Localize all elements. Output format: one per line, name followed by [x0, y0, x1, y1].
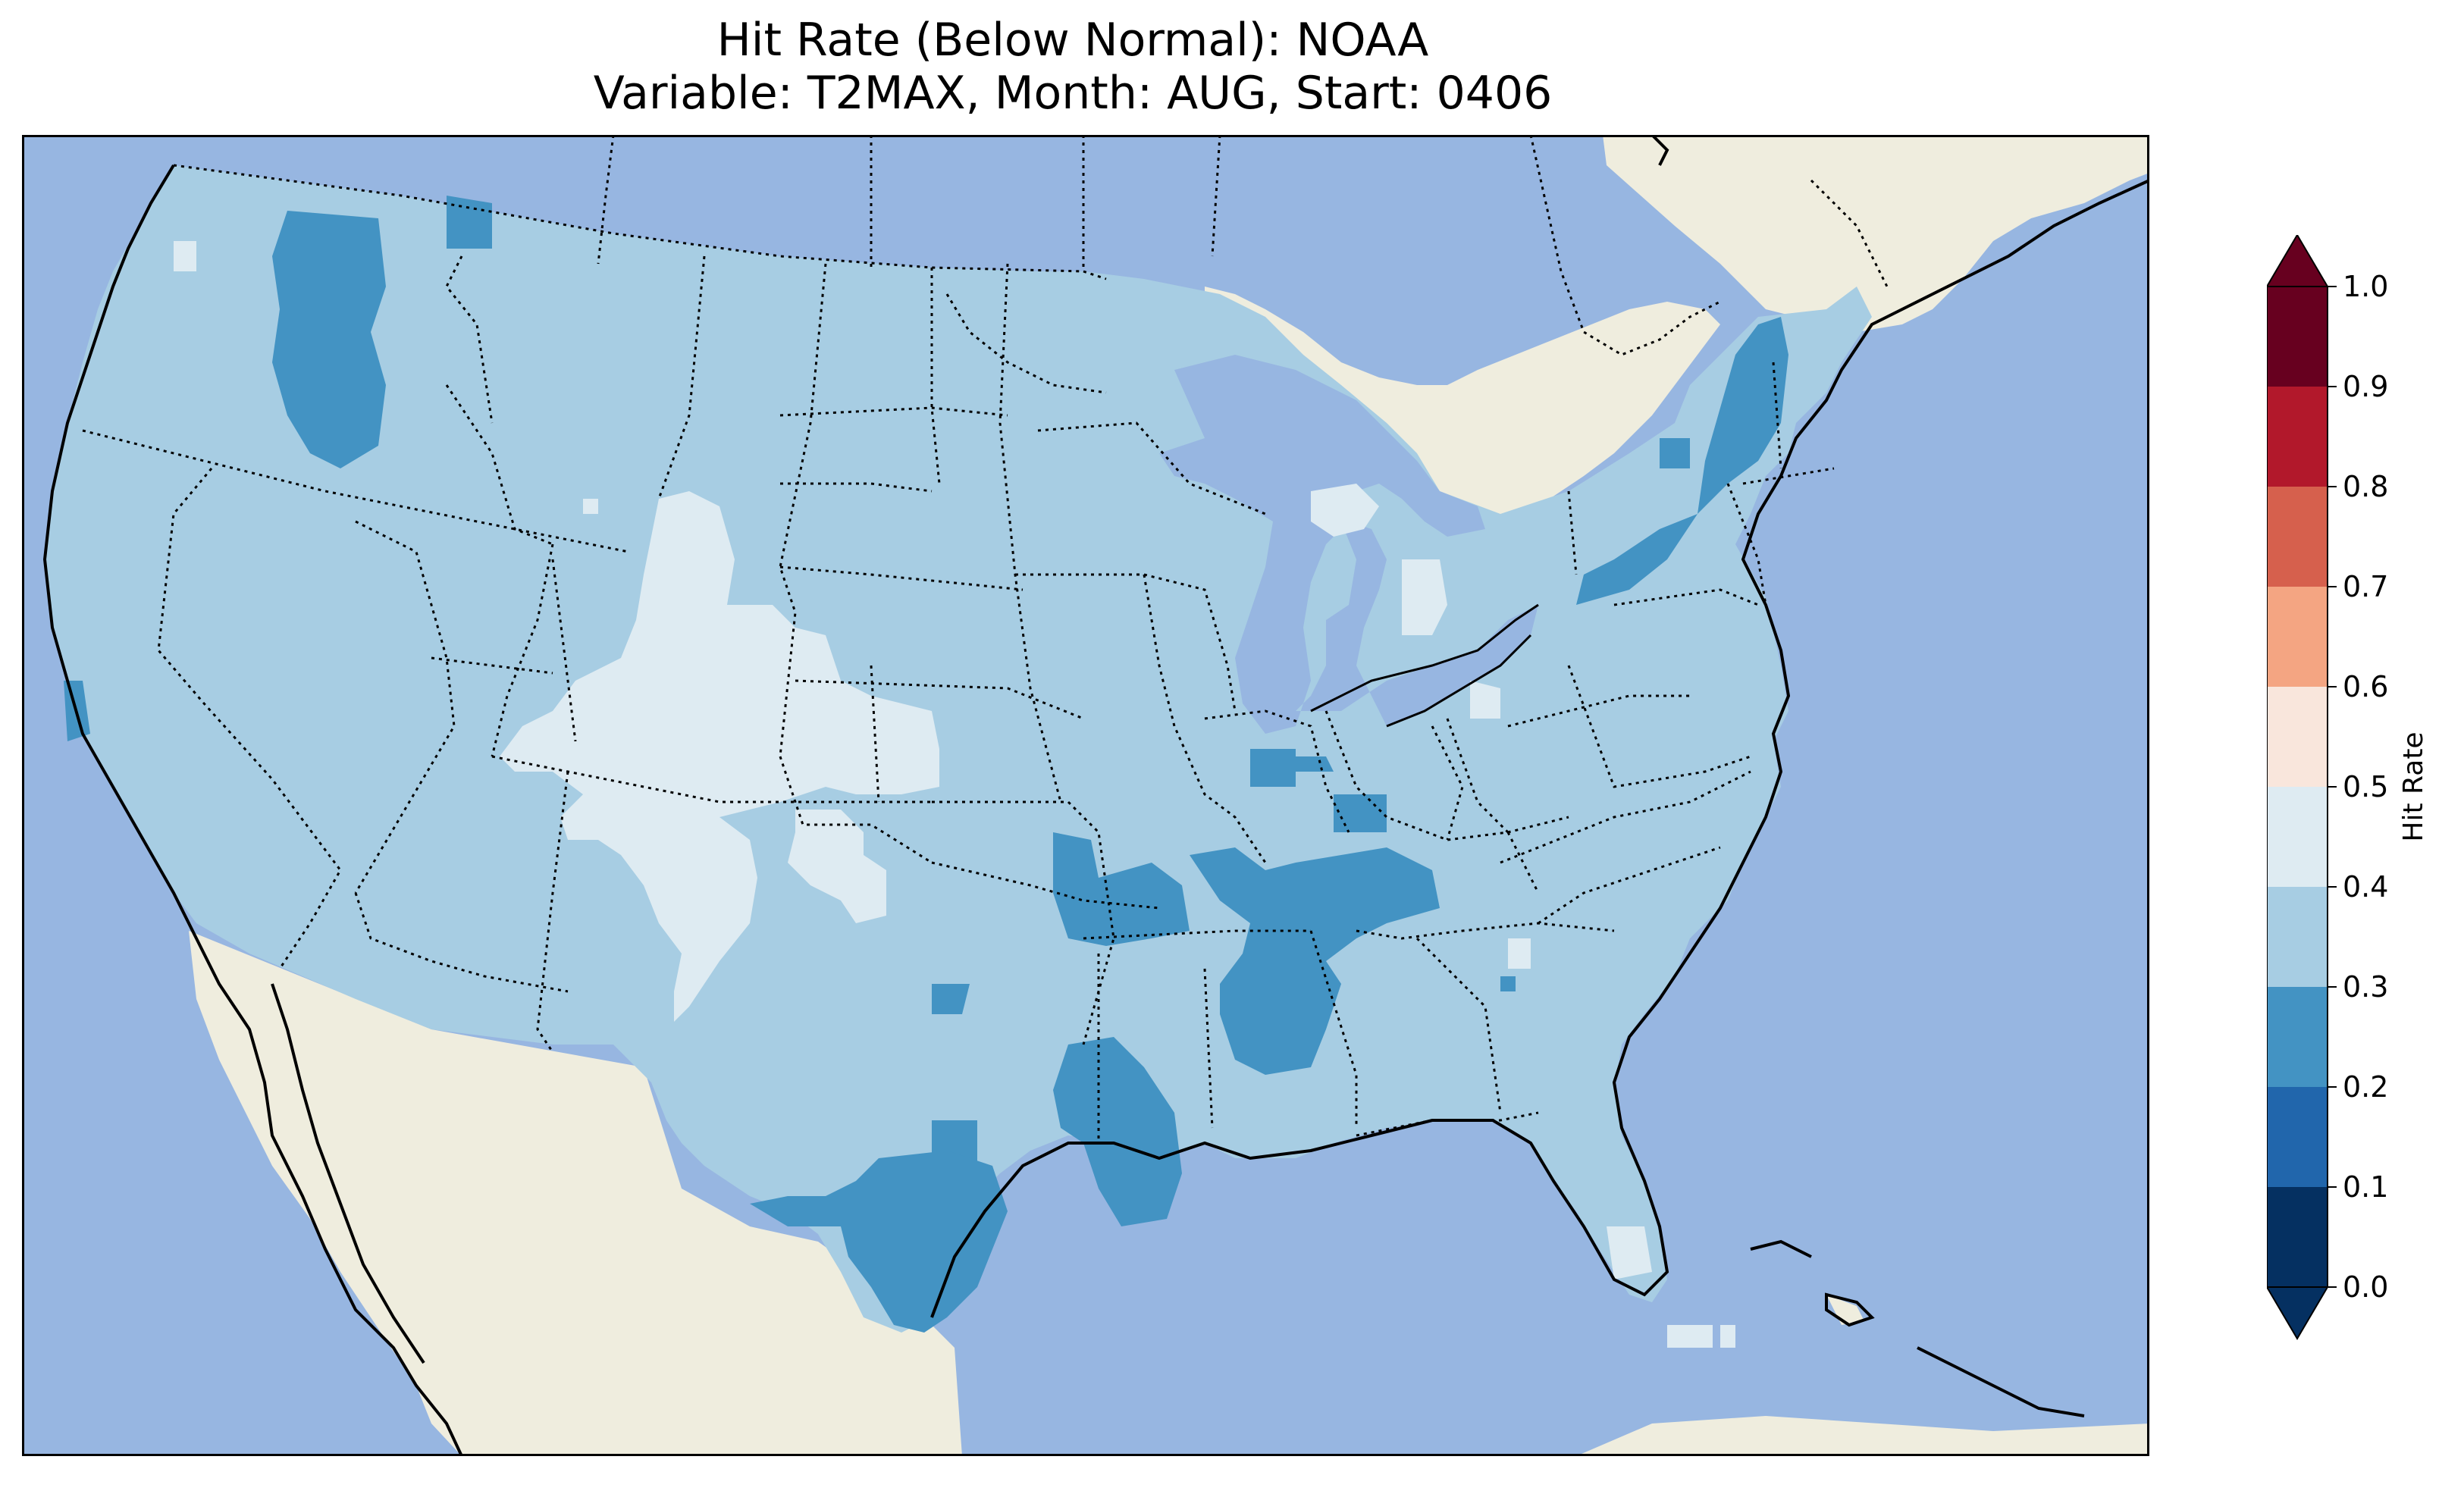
colorbar-bin-0.2-0.3 [2267, 987, 2328, 1087]
colorbar-bin-0.0-0.1 [2267, 1187, 2328, 1287]
colorbar-tick-label: 1.0 [2343, 270, 2388, 303]
colorbar-bin-0.6-0.7 [2267, 587, 2328, 687]
colorbar-bin-0.7-0.8 [2267, 487, 2328, 587]
colorbar-tick-label: 0.5 [2343, 770, 2388, 803]
coastlines [42, 135, 2149, 1456]
colorbar-label: Hit Rate [2398, 731, 2429, 841]
map-frame [22, 135, 2149, 1456]
colorbar-bin-0.5-0.6 [2267, 687, 2328, 787]
great-lakes-outline [1310, 603, 1539, 728]
colorbar-tick-label: 0.1 [2343, 1170, 2388, 1204]
colorbar-tick-label: 0.7 [2343, 570, 2388, 603]
state-borders [82, 135, 1889, 1143]
colorbar-bin-0.3-0.4 [2267, 887, 2328, 987]
colorbar-tick-label: 0.8 [2343, 470, 2388, 503]
colorbar-extend-max [2267, 235, 2329, 287]
colorbar-tick-label: 0.6 [2343, 670, 2388, 703]
colorbar-ticks: 0.0 0.1 0.2 0.3 0.4 0.5 0.6 0.7 0.8 0.9 1.0 [2328, 270, 2388, 1304]
caribbean-land [1576, 1295, 2149, 1456]
colorbar-bin-0.1-0.2 [2267, 1087, 2328, 1187]
colorbar-bin-0.9-1.0 [2267, 287, 2328, 387]
colorbar-bin-0.4-0.5 [2267, 787, 2328, 887]
mexico-land [189, 931, 962, 1456]
conus-field-0.3-0.4 [45, 165, 1872, 1333]
colorbar-tick-label: 0.2 [2343, 1070, 2388, 1104]
colorbar-bins [2267, 287, 2328, 1287]
map-title-line1: Hit Rate (Below Normal): NOAA [716, 14, 1429, 67]
map-title-line2: Variable: T2MAX, Month: AUG, Start: 0406 [593, 67, 1553, 120]
colorbar-tick-label: 0.4 [2343, 870, 2388, 904]
colorbar-extend-min [2267, 1286, 2329, 1340]
colorbar-tick-label: 0.0 [2343, 1270, 2388, 1304]
canada-land [174, 135, 2149, 529]
high-hit-rate-patches [174, 241, 1735, 1348]
hit-rate-map [22, 135, 2149, 1456]
colorbar-tick-label: 0.3 [2343, 970, 2388, 1004]
colorbar-bin-0.8-0.9 [2267, 387, 2328, 487]
colorbar-tick-label: 0.9 [2343, 370, 2388, 403]
great-lakes [1159, 355, 1538, 734]
colorbar: 0.0 0.1 0.2 0.3 0.4 0.5 0.6 0.7 0.8 0.9 1.0 Hit Ra… [2267, 235, 2429, 1340]
